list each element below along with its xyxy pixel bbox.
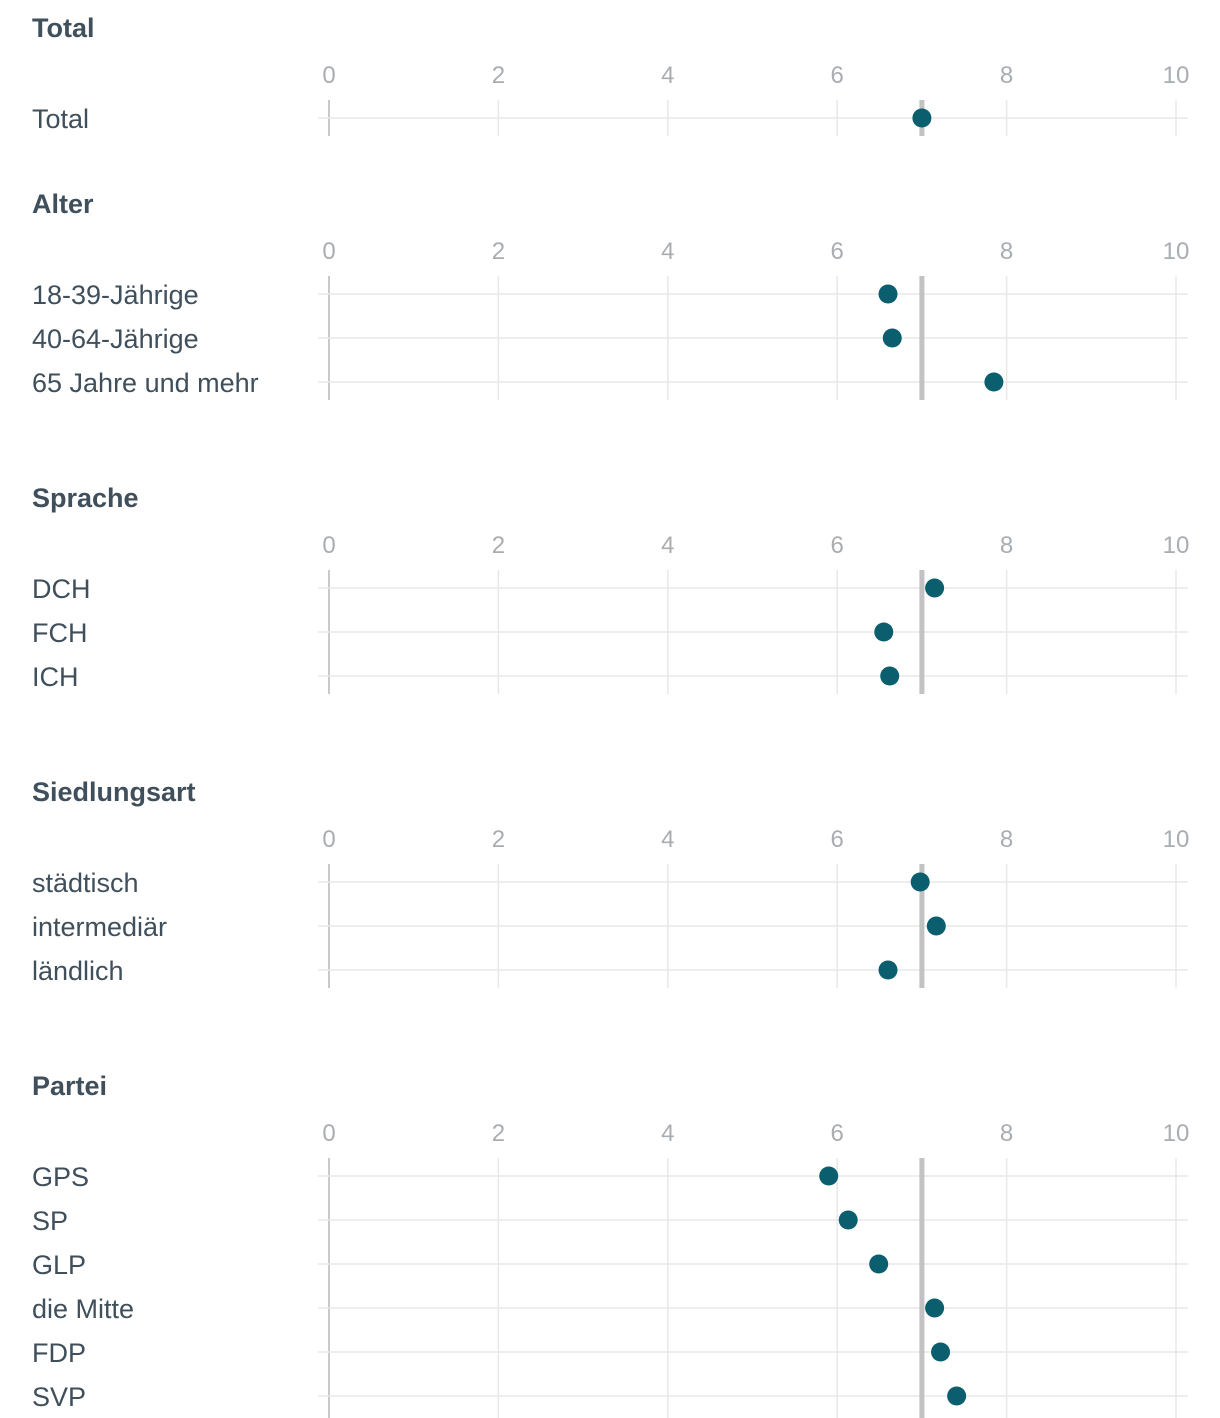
row-label: FDP: [32, 1338, 86, 1368]
data-point: [912, 108, 932, 128]
row-label: SVP: [32, 1382, 86, 1412]
tick-label: 4: [661, 62, 674, 89]
data-point: [925, 1298, 945, 1318]
data-point: [819, 1166, 839, 1186]
row-label: 18-39-Jährige: [32, 280, 199, 310]
tick-label: 8: [1000, 62, 1013, 89]
data-point: [878, 284, 898, 304]
tick-label: 6: [831, 1120, 844, 1147]
row-label: SP: [32, 1206, 68, 1236]
tick-label: 10: [1163, 238, 1190, 265]
tick-label: 10: [1163, 826, 1190, 853]
data-point: [874, 622, 894, 642]
tick-label: 8: [1000, 1120, 1013, 1147]
data-point: [947, 1386, 967, 1406]
group-title: Siedlungsart: [32, 777, 196, 807]
row-label: FCH: [32, 618, 88, 648]
group-title: Partei: [32, 1071, 107, 1101]
row-label: Total: [32, 104, 89, 134]
row-label: DCH: [32, 574, 91, 604]
tick-label: 6: [831, 62, 844, 89]
tick-label: 0: [322, 532, 335, 559]
data-point: [880, 666, 900, 686]
group-title: Alter: [32, 189, 94, 219]
tick-label: 2: [492, 238, 505, 265]
row-label: 40-64-Jährige: [32, 324, 199, 354]
data-point: [910, 872, 930, 892]
tick-label: 6: [831, 238, 844, 265]
tick-label: 6: [831, 532, 844, 559]
tick-label: 2: [492, 532, 505, 559]
data-point: [878, 960, 898, 980]
tick-label: 8: [1000, 238, 1013, 265]
data-point: [925, 578, 945, 598]
tick-label: 8: [1000, 826, 1013, 853]
tick-label: 2: [492, 1120, 505, 1147]
tick-label: 10: [1163, 532, 1190, 559]
row-label: ländlich: [32, 956, 124, 986]
row-label: 65 Jahre und mehr: [32, 368, 259, 398]
data-point: [931, 1342, 951, 1362]
tick-label: 0: [322, 62, 335, 89]
row-label: intermediär: [32, 912, 167, 942]
tick-label: 0: [322, 826, 335, 853]
tick-label: 4: [661, 532, 674, 559]
tick-label: 4: [661, 1120, 674, 1147]
group-title: Total: [32, 13, 95, 43]
data-point: [926, 916, 946, 936]
row-label: städtisch: [32, 868, 139, 898]
row-label: ICH: [32, 662, 79, 692]
row-label: die Mitte: [32, 1294, 134, 1324]
tick-label: 4: [661, 238, 674, 265]
tick-label: 4: [661, 826, 674, 853]
data-point: [869, 1254, 889, 1274]
data-point: [838, 1210, 858, 1230]
row-label: GLP: [32, 1250, 86, 1280]
tick-label: 0: [322, 238, 335, 265]
tick-label: 10: [1163, 62, 1190, 89]
data-point: [984, 372, 1004, 392]
tick-label: 2: [492, 62, 505, 89]
tick-label: 8: [1000, 532, 1013, 559]
group-title: Sprache: [32, 483, 139, 513]
tick-label: 10: [1163, 1120, 1190, 1147]
row-label: GPS: [32, 1162, 89, 1192]
tick-label: 0: [322, 1120, 335, 1147]
tick-label: 2: [492, 826, 505, 853]
tick-label: 6: [831, 826, 844, 853]
data-point: [882, 328, 902, 348]
